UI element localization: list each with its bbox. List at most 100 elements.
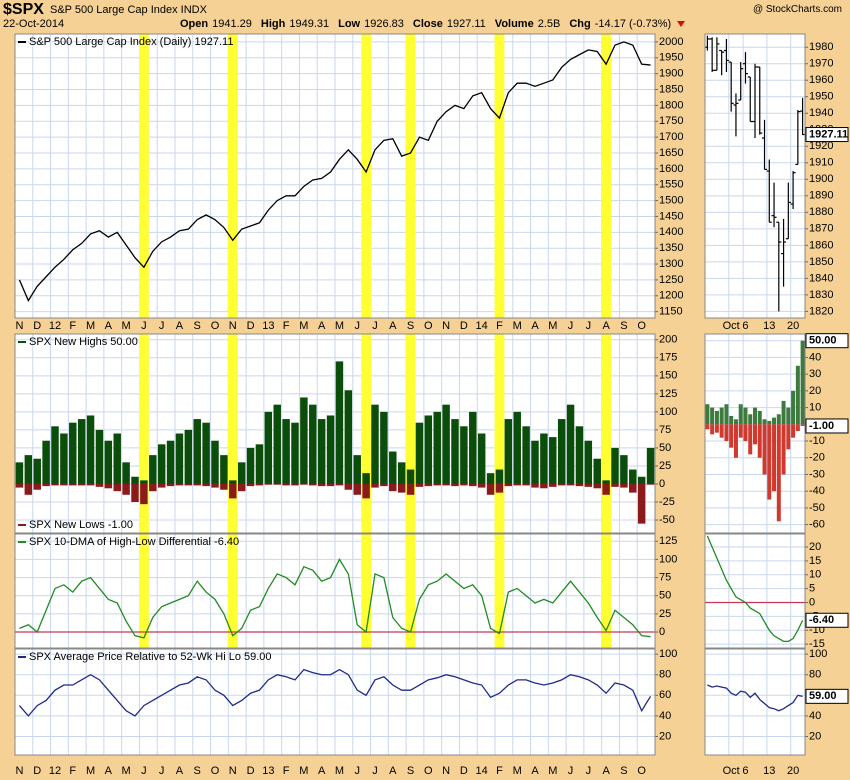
quote-label: High <box>260 18 286 30</box>
y-tick-label: 1750 <box>659 115 683 127</box>
highlight-band <box>139 334 149 533</box>
x-tick-label: A <box>176 765 184 777</box>
x-tick-label: Oct <box>723 765 740 777</box>
bar <box>753 424 757 445</box>
plot-background <box>705 534 805 648</box>
y-tick-label: -40 <box>809 485 825 497</box>
highlight-band <box>405 534 416 648</box>
bar <box>149 455 157 484</box>
y-tick-label: 1980 <box>809 41 833 53</box>
bar <box>371 483 379 488</box>
y-tick-label: 1900 <box>659 68 683 80</box>
highlight-band <box>494 34 505 318</box>
y-tick-label: 80 <box>659 669 671 681</box>
x-tick-label: J <box>159 320 165 332</box>
highlight-band <box>227 534 238 648</box>
x-tick-label: A <box>318 765 326 777</box>
bar <box>714 424 719 433</box>
bar <box>593 458 601 484</box>
bar <box>184 429 193 484</box>
x-tick-label: 20 <box>787 765 799 777</box>
bar <box>415 483 424 487</box>
bar <box>15 483 24 488</box>
bar <box>42 483 50 487</box>
plot-background <box>705 649 805 755</box>
plot-border <box>14 33 656 319</box>
bar <box>397 462 406 484</box>
bar <box>326 483 335 487</box>
last-value-box <box>805 333 849 349</box>
bar <box>733 419 738 425</box>
bar <box>220 455 228 484</box>
highlight-band <box>601 534 611 648</box>
bar <box>60 483 68 486</box>
bar <box>33 483 41 490</box>
bar <box>800 340 805 425</box>
bar <box>193 483 201 486</box>
y-tick-label: -50 <box>659 514 675 526</box>
bar <box>282 419 290 484</box>
bar <box>69 483 77 486</box>
x-tick-label: A <box>531 765 539 777</box>
y-tick-label: 1550 <box>659 179 683 191</box>
bar <box>791 424 796 438</box>
x-tick-label: 14 <box>476 320 488 332</box>
y-tick-label: 1940 <box>809 107 833 119</box>
y-tick-label: 30 <box>809 368 821 380</box>
quote-value: 1926.83 <box>364 18 404 30</box>
highlight-band <box>494 534 505 648</box>
quote-value: 1927.11 <box>446 18 486 30</box>
last-value-box <box>805 612 849 628</box>
bar <box>237 483 246 492</box>
source: @ StockCharts.com <box>752 4 842 15</box>
bar <box>326 415 335 484</box>
highlight-band <box>494 334 505 533</box>
bar <box>748 424 753 455</box>
bar <box>460 426 468 484</box>
bar <box>166 440 175 484</box>
bar <box>795 424 800 431</box>
bar <box>540 433 548 484</box>
y-tick-label: 1600 <box>659 163 683 175</box>
y-tick-label: 1920 <box>809 140 833 152</box>
y-tick-label: 1970 <box>809 58 833 70</box>
y-tick-label: 40 <box>659 710 671 722</box>
x-tick-label: 12 <box>49 765 61 777</box>
x-tick-label: D <box>460 765 468 777</box>
bar <box>122 483 130 495</box>
bar <box>486 473 495 484</box>
bar <box>504 483 513 487</box>
x-tick-label: J <box>354 320 360 332</box>
bar <box>531 483 539 488</box>
x-tick-label: M <box>122 765 131 777</box>
x-tick-label: N <box>229 765 237 777</box>
bar <box>786 424 791 450</box>
legend-label: S&P 500 Large Cap Index (Daily) 1927.11 <box>29 36 233 48</box>
x-tick-label: Oct <box>723 320 740 332</box>
y-tick-label: 5 <box>809 583 815 595</box>
x-tick-label: M <box>299 765 308 777</box>
x-tick-label: S <box>407 320 414 332</box>
bar <box>104 440 113 484</box>
bar <box>42 440 50 484</box>
bar <box>397 483 406 493</box>
x-tick-label: 6 <box>742 765 748 777</box>
bar <box>424 415 433 484</box>
bar <box>566 404 575 484</box>
x-tick-label: A <box>389 765 397 777</box>
bar <box>776 424 781 522</box>
highlight-band <box>361 34 371 318</box>
bar <box>86 483 95 486</box>
y-tick-label: 1650 <box>659 147 683 159</box>
x-tick-label: M <box>548 320 557 332</box>
y-tick-label: 75 <box>659 571 671 583</box>
bar <box>24 455 33 484</box>
bar <box>51 483 59 486</box>
bar <box>584 440 593 484</box>
x-tick-label: M <box>122 320 131 332</box>
bar <box>762 419 767 425</box>
x-tick-label: 13 <box>262 765 274 777</box>
y-tick-label: 1950 <box>809 91 833 103</box>
y-tick-label: -60 <box>809 519 825 531</box>
